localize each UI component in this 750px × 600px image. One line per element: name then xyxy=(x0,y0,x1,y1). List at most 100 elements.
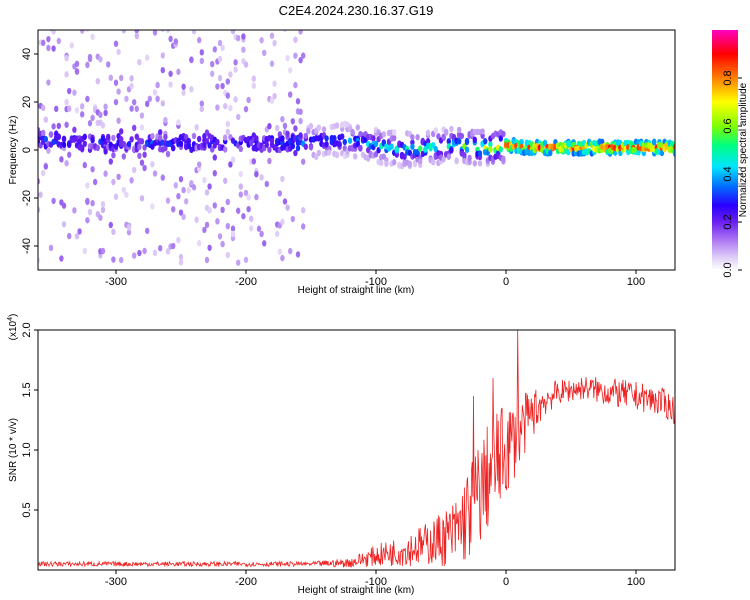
spectrogram-cell xyxy=(384,160,389,167)
spectrogram-cell xyxy=(111,256,116,263)
spectrogram-cell xyxy=(61,221,67,228)
x-tick-label: -100 xyxy=(365,276,387,288)
spectrogram-cell xyxy=(275,124,280,132)
spectrogram-cell xyxy=(46,44,51,52)
spectrogram-cell xyxy=(280,254,285,262)
spectrogram-cell xyxy=(111,228,116,236)
spectrogram-cell xyxy=(230,30,236,35)
spectrogram-cell xyxy=(342,138,347,146)
spectrogram-cell xyxy=(139,138,145,145)
spectrogram-cell xyxy=(269,97,275,104)
spectrogram-cell xyxy=(324,141,329,148)
spectrogram-cell xyxy=(165,150,171,158)
spectrogram-cell xyxy=(64,121,69,128)
spectrogram-cell xyxy=(446,138,451,145)
spectrogram-cell xyxy=(425,129,431,137)
spectrogram-cell xyxy=(103,170,108,177)
spectrogram-cell xyxy=(457,126,462,134)
spectrogram-cell xyxy=(293,149,298,157)
spectrogram-cell xyxy=(636,149,641,156)
spectrogram-cell xyxy=(61,141,67,148)
spectrogram-cell xyxy=(449,147,454,154)
spectrogram-cell xyxy=(77,228,82,235)
spectrogram-cell xyxy=(269,32,275,39)
spectrogram-cell xyxy=(228,71,233,78)
spectrogram-cell xyxy=(129,75,134,82)
spectrogram-cell xyxy=(204,221,210,229)
spectrogram-cell xyxy=(498,135,503,142)
spectrogram-cell xyxy=(139,124,145,131)
spectrogram-cell xyxy=(90,166,95,173)
spectrogram-cell xyxy=(48,131,54,138)
spectrogram-cell xyxy=(139,159,145,166)
spectrogram-cell xyxy=(160,52,165,59)
spectrogram-cell xyxy=(147,95,152,103)
spectrogram-cell xyxy=(129,82,134,90)
spectrogram-cell xyxy=(251,82,256,89)
colorbar-gradient xyxy=(712,30,738,270)
spectrogram-cell xyxy=(48,244,54,252)
spectrogram-cell xyxy=(282,30,288,33)
spectrogram-cell xyxy=(301,52,306,59)
spectrogram-cell xyxy=(113,40,119,47)
spectrogram-cell xyxy=(121,30,126,34)
spectrogram-cell xyxy=(251,75,256,82)
spectrogram-cell xyxy=(64,160,69,167)
spectrogram-cell xyxy=(142,247,147,255)
y-tick-label: 1.0 xyxy=(21,442,33,457)
spectrogram-cell xyxy=(301,158,306,165)
spectrogram-cell xyxy=(308,122,314,130)
multiplier-label: (x104) xyxy=(7,314,19,341)
spectrogram-cell xyxy=(215,138,220,146)
spectrogram-cell xyxy=(285,54,290,62)
spectrogram-cell xyxy=(501,130,506,138)
spectrogram-cell xyxy=(379,159,384,167)
spectrogram-cell xyxy=(236,113,241,121)
spectrogram-cell xyxy=(433,146,438,153)
spectrogram-cell xyxy=(457,138,462,145)
spectrogram-cell xyxy=(61,135,67,142)
spectrogram-cell xyxy=(402,153,407,160)
spectrogram-cell xyxy=(126,140,132,148)
spectrogram-cell xyxy=(425,137,431,145)
spectrogram-cell xyxy=(241,33,246,40)
spectrogram-cell xyxy=(280,135,285,142)
spectrogram-cell xyxy=(467,154,472,162)
spectrogram-cell xyxy=(132,99,137,106)
spectrogram-cell xyxy=(480,128,485,135)
spectrogram-cell xyxy=(197,135,202,143)
spectrogram-cell xyxy=(316,124,321,131)
spectrogram-cell xyxy=(191,132,197,140)
spectrogram-cell xyxy=(462,151,467,159)
spectrogram-cell xyxy=(90,114,95,122)
x-tick-label: -100 xyxy=(365,576,387,588)
colorbar-tick-label: 0.0 xyxy=(722,262,734,277)
spectrogram-cell xyxy=(464,146,470,153)
spectrogram-cell xyxy=(220,240,225,248)
spectrogram-cell xyxy=(134,133,139,140)
spectrogram-cell xyxy=(280,218,285,226)
spectrogram-cell xyxy=(672,144,675,151)
spectrogram-cell xyxy=(243,189,249,197)
spectrogram-cell xyxy=(126,229,132,236)
spectrogram-cell xyxy=(186,187,191,194)
spectrogram-cell xyxy=(90,33,95,40)
spectrogram-cell xyxy=(152,89,158,96)
spectrogram-cell xyxy=(199,49,204,56)
spectrogram-cell xyxy=(298,117,303,125)
spectrogram-cell xyxy=(165,197,171,204)
spectrogram-cell xyxy=(197,240,202,247)
spectrogram-cell xyxy=(56,133,61,141)
spectrogram-cell xyxy=(43,116,48,123)
spectrogram-cell xyxy=(176,193,181,200)
spectrogram-cell xyxy=(80,30,85,34)
spectrogram-cell xyxy=(124,95,129,103)
spectrogram-cell xyxy=(98,111,103,119)
colorbar-tick-label: 0.2 xyxy=(722,214,734,229)
spectrogram-cell xyxy=(220,82,225,90)
spectrogram-cell xyxy=(106,133,111,141)
colorbar-tick-label: 0.8 xyxy=(722,70,734,85)
spectrogram-cell xyxy=(100,247,106,255)
y-tick-label: 40 xyxy=(21,48,33,60)
spectrogram-cell xyxy=(119,74,124,82)
